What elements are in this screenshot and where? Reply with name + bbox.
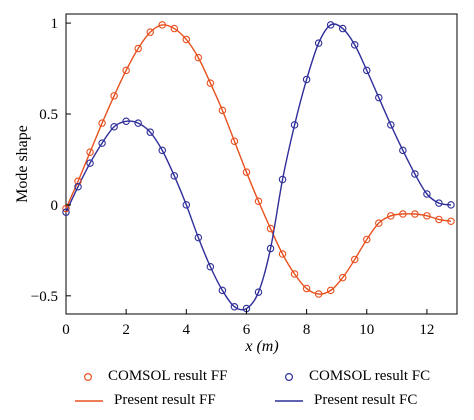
series-line-present-result-fc [65, 23, 452, 311]
data-point-comsol-result-fc [170, 172, 179, 180]
blue-circle-marker-icon [284, 372, 294, 381]
axis-ticks: 0 2 4 6 8 10 12 −0.5 0 0.5 1 [31, 16, 435, 338]
data-point-comsol-result-ff [314, 290, 323, 298]
x-tick-label: 12 [419, 322, 434, 338]
x-tick-label: 10 [359, 322, 374, 338]
data-point-comsol-result-ff [326, 286, 335, 295]
series-lines [65, 23, 452, 311]
data-point-comsol-result-fc [98, 139, 106, 147]
data-point-comsol-result-ff [411, 210, 419, 218]
plot-area [65, 13, 458, 315]
data-point-comsol-result-ff [218, 106, 227, 115]
data-point-comsol-result-fc [158, 146, 167, 155]
legend: COMSOL result FF COMSOL result FC Presen… [0, 362, 474, 420]
x-tick-label: 8 [303, 322, 311, 338]
data-point-comsol-result-ff [435, 215, 443, 224]
data-point-comsol-result-ff [182, 35, 191, 44]
data-point-comsol-result-fc [254, 288, 263, 296]
data-point-comsol-result-fc [363, 66, 371, 75]
data-point-comsol-result-fc [230, 302, 239, 311]
data-point-comsol-result-ff [170, 24, 179, 33]
series-markers [62, 21, 455, 313]
legend-label-comsol-ff: COMSOL result FF [108, 368, 228, 384]
data-point-comsol-result-fc [218, 286, 227, 295]
data-point-comsol-result-ff [266, 224, 275, 233]
orange-circle-marker-icon [83, 372, 93, 381]
data-point-comsol-result-ff [399, 210, 407, 218]
y-tick-label: 0.5 [39, 107, 58, 123]
data-point-comsol-result-fc [62, 208, 70, 216]
data-point-comsol-result-ff [290, 270, 299, 278]
data-point-comsol-result-fc [314, 39, 323, 47]
data-point-comsol-result-fc [423, 190, 431, 198]
data-point-comsol-result-fc [302, 75, 311, 84]
data-point-comsol-result-ff [230, 137, 239, 146]
legend-label-present-ff: Present result FF [114, 392, 216, 408]
data-point-comsol-result-fc [375, 93, 383, 102]
mode-shape-chart: 0 2 4 6 8 10 12 −0.5 0 0.5 1 x (m) Mode shape [14, 13, 458, 355]
data-point-comsol-result-fc [182, 201, 191, 209]
data-point-comsol-result-fc [387, 121, 395, 129]
data-point-comsol-result-fc [134, 119, 142, 127]
data-point-comsol-result-fc [338, 24, 347, 33]
series-line-present-result-ff [65, 24, 452, 295]
data-point-comsol-result-ff [86, 148, 94, 156]
x-tick-label: 2 [122, 322, 130, 338]
data-point-comsol-result-ff [98, 119, 106, 127]
x-tick-label: 6 [243, 322, 251, 338]
data-point-comsol-result-ff [158, 21, 167, 29]
data-point-comsol-result-ff [110, 92, 118, 100]
data-point-comsol-result-ff [423, 212, 431, 220]
data-point-comsol-result-ff [375, 219, 383, 227]
data-point-comsol-result-ff [447, 217, 455, 226]
y-axis-label: Mode shape [14, 125, 31, 203]
data-point-comsol-result-fc [350, 41, 359, 49]
y-tick-label: −0.5 [31, 289, 58, 305]
data-point-comsol-result-ff [122, 66, 130, 75]
plot-frame [65, 13, 458, 315]
data-point-comsol-result-fc [266, 244, 275, 253]
legend-item-present-fc: Present result FC [274, 392, 417, 409]
legend-item-comsol-ff: COMSOL result FF [78, 368, 227, 385]
data-point-comsol-result-ff [338, 273, 347, 282]
data-point-comsol-result-ff [278, 250, 287, 258]
data-point-comsol-result-fc [74, 182, 82, 191]
data-point-comsol-result-ff [74, 177, 82, 186]
data-point-comsol-result-ff [302, 284, 311, 293]
data-point-comsol-result-ff [146, 28, 154, 36]
data-point-comsol-result-fc [86, 159, 94, 167]
data-point-comsol-result-fc [146, 128, 154, 136]
legend-label-present-fc: Present result FC [314, 392, 418, 408]
x-axis-label: x (m) [244, 338, 278, 355]
data-point-comsol-result-fc [326, 21, 335, 29]
data-point-comsol-result-ff [194, 53, 203, 62]
data-point-comsol-result-fc [278, 175, 287, 184]
legend-item-comsol-fc: COMSOL result FC [279, 368, 430, 385]
legend-label-comsol-fc: COMSOL result FC [309, 368, 431, 384]
data-point-comsol-result-fc [122, 117, 130, 126]
y-tick-label: 0 [51, 198, 59, 214]
blue-line-icon [275, 399, 303, 402]
x-tick-label: 0 [62, 322, 70, 338]
data-point-comsol-result-ff [363, 235, 371, 244]
data-point-comsol-result-fc [110, 122, 118, 131]
data-point-comsol-result-ff [254, 197, 263, 206]
data-point-comsol-result-fc [194, 233, 203, 242]
data-point-comsol-result-ff [134, 44, 142, 53]
y-tick-label: 1 [51, 16, 59, 32]
data-point-comsol-result-fc [290, 121, 299, 129]
data-point-comsol-result-fc [206, 262, 215, 271]
data-point-comsol-result-ff [206, 79, 215, 87]
data-point-comsol-result-ff [242, 168, 251, 176]
data-point-comsol-result-ff [350, 255, 359, 264]
orange-line-icon [75, 399, 103, 402]
legend-item-present-ff: Present result FF [74, 392, 216, 409]
x-tick-label: 4 [183, 322, 191, 338]
data-point-comsol-result-fc [411, 170, 419, 178]
data-point-comsol-result-fc [435, 199, 443, 207]
data-point-comsol-result-ff [387, 212, 395, 220]
data-point-comsol-result-fc [447, 201, 455, 209]
data-point-comsol-result-fc [399, 146, 407, 155]
